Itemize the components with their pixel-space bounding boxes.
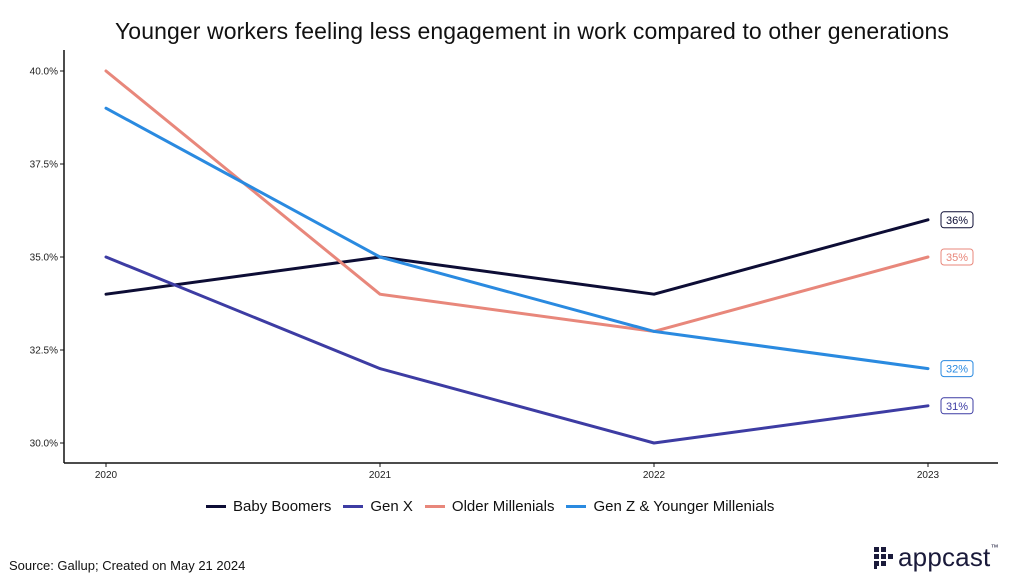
legend-item-gen-z-younger-millenials: Gen Z & Younger Millenials <box>566 498 774 515</box>
y-tick-label: 40.0% <box>30 67 58 78</box>
appcast-logo-icon <box>874 546 893 569</box>
legend-swatch <box>206 505 226 508</box>
y-tick-label: 35.0% <box>30 253 58 264</box>
end-label-box <box>940 397 974 415</box>
series-line-gen-z-younger-millenials <box>104 106 930 371</box>
end-label-gen-x: 31% <box>946 401 968 413</box>
y-tick-label: 32.5% <box>30 346 58 357</box>
legend: Baby Boomers Gen X Older Millenials Gen Z &… <box>206 498 786 515</box>
end-label-box <box>940 211 974 229</box>
end-label-older-millenials: 35% <box>946 252 968 264</box>
x-tick-label: 2023 <box>917 470 940 481</box>
series-line-gen-x <box>104 255 930 445</box>
end-label-gen-z-younger-millenials: 32% <box>946 364 968 376</box>
x-tick-label: 2021 <box>369 470 392 481</box>
legend-swatch <box>343 505 364 508</box>
chart-title: Younger workers feeling less engagement … <box>114 18 950 44</box>
legend-label: Gen Z & Younger Millenials <box>593 498 775 515</box>
legend-swatch <box>566 505 587 508</box>
series-line-older-millenials <box>104 69 930 333</box>
x-tick-label: 2022 <box>643 470 666 481</box>
legend-label: Older Millenials <box>451 498 555 515</box>
y-tick-label: 30.0% <box>30 439 58 450</box>
brand-name: appcast <box>898 542 991 572</box>
appcast-logo: appcast ™ <box>872 542 998 573</box>
legend-item-older-millenials: Older Millenials <box>424 498 555 515</box>
legend-item-baby-boomers: Baby Boomers <box>206 498 331 515</box>
end-label-box <box>940 360 974 378</box>
brand-trademark: ™ <box>990 543 999 552</box>
source-note: Source: Gallup; Created on May 21 2024 <box>9 558 246 573</box>
legend-label: Baby Boomers <box>233 498 332 515</box>
x-tick-label: 2020 <box>95 470 118 481</box>
legend-label: Gen X <box>370 498 413 515</box>
series-line-baby-boomers <box>104 218 930 296</box>
legend-item-gen-x: Gen X <box>343 498 413 515</box>
end-label-baby-boomers: 36% <box>946 215 968 227</box>
y-tick-label: 37.5% <box>30 160 58 171</box>
legend-swatch <box>424 505 445 508</box>
end-label-box <box>940 248 974 266</box>
